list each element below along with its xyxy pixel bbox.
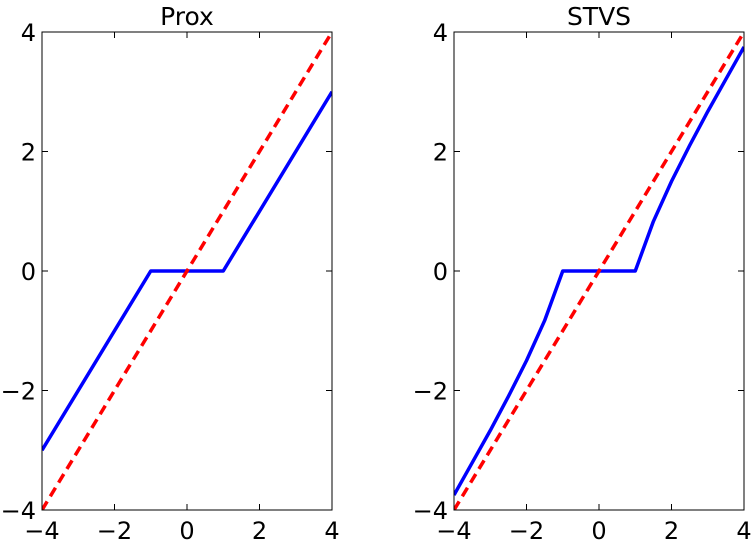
x-tick-label: 0 [591, 517, 606, 545]
subplot-1: −4 −2 0 2 4 −4 −2 0 2 4 Prox [1, 2, 340, 545]
x-tick-label: −4 [24, 517, 59, 545]
x-tick-label: 0 [179, 517, 194, 545]
y-tick-label: −2 [1, 378, 36, 406]
x-tick-label: 2 [664, 517, 679, 545]
y-tick-label: 4 [433, 19, 448, 47]
subplot-2: −4 −2 0 2 4 −4 −2 0 2 4 STVS [413, 2, 752, 545]
y-tick-label: 2 [433, 139, 448, 167]
y-tick-label: 0 [21, 258, 36, 286]
y-tick-label: −4 [413, 497, 448, 525]
x-tick-label: −2 [97, 517, 132, 545]
y-tick-label: 2 [21, 139, 36, 167]
x-tick-label: −4 [436, 517, 471, 545]
y-tick-label: −4 [1, 497, 36, 525]
identity-dashed-line [454, 32, 744, 510]
y-tick-label: 0 [433, 258, 448, 286]
chart-title: Prox [160, 2, 214, 31]
y-tick-label: 4 [21, 19, 36, 47]
y-tick-label: −2 [413, 378, 448, 406]
chart-title: STVS [567, 2, 631, 31]
x-tick-label: 4 [324, 517, 339, 545]
x-tick-label: −2 [509, 517, 544, 545]
identity-dashed-line [42, 32, 332, 510]
x-tick-label: 4 [736, 517, 751, 545]
series-group [454, 32, 744, 510]
series-group [42, 32, 332, 510]
x-tick-label: 2 [252, 517, 267, 545]
